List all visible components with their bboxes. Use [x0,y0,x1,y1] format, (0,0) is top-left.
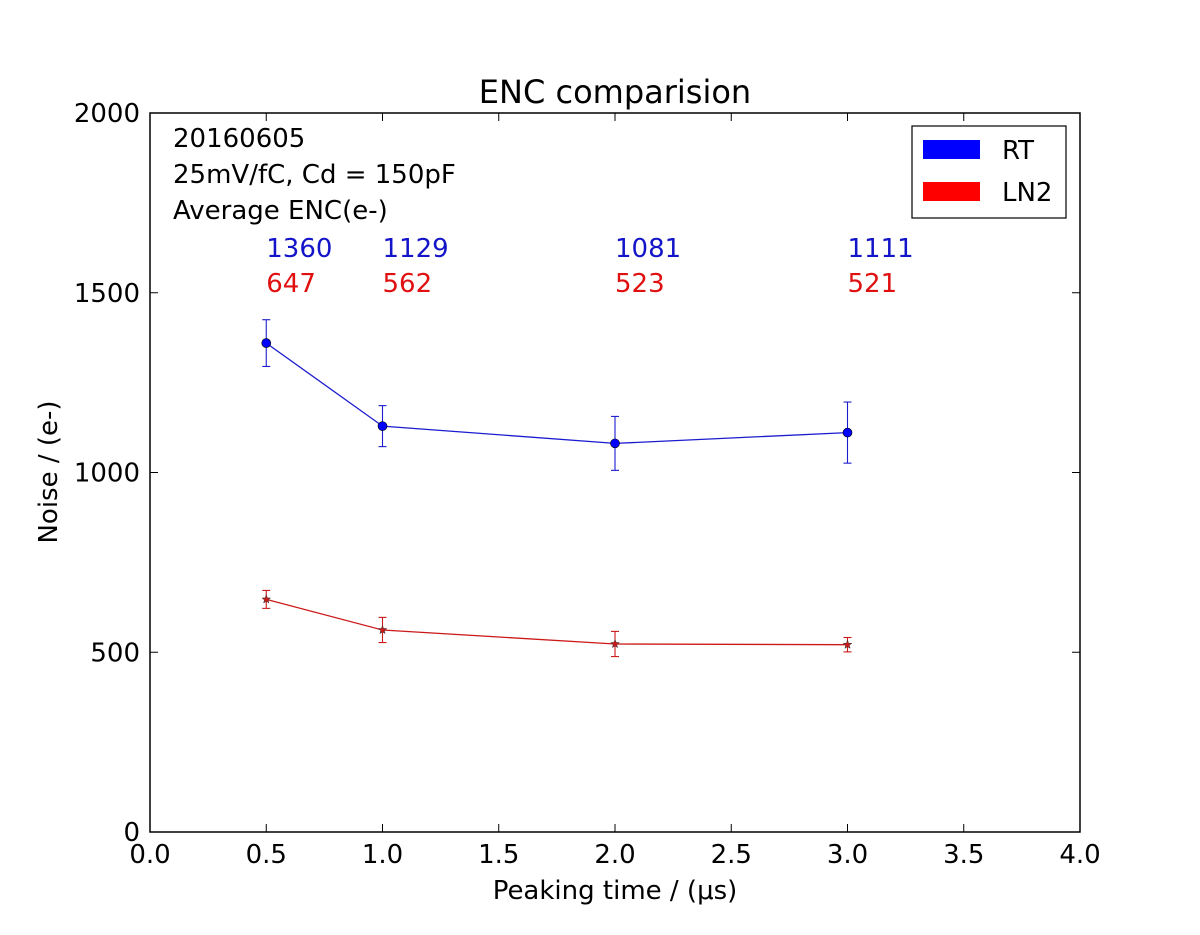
data-point-rt [377,421,388,431]
legend-swatch-rt [923,140,980,159]
chart-title: ENC comparision [479,73,751,111]
series-line-ln2 [266,598,848,646]
data-point-ln2 [377,624,388,635]
series-line-rt [265,342,848,445]
x-tick-label: 3.5 [943,840,984,870]
series-layer [261,319,853,658]
value-label-rt: 1081 [615,234,681,264]
x-tick-label: 0.0 [129,840,170,870]
x-tick-label: 1.5 [478,840,519,870]
value-labels: 1360 1129 1081 1111 647 562 523 521 [266,234,913,299]
y-axis-label: Noise / (e-) [34,400,64,543]
x-axis-label: Peaking time / (μs) [493,876,738,906]
value-label-ln2: 523 [615,269,665,299]
data-point-ln2 [842,639,853,649]
legend-label-ln2: LN2 [1002,178,1052,208]
y-tick-label: 0 [123,818,140,848]
y-tick-label: 2000 [74,99,140,129]
y-tick-label: 1000 [74,459,140,489]
legend: RT LN2 [911,125,1067,219]
x-tick-label: 2.5 [711,840,752,870]
x-tick-label: 0.5 [246,840,287,870]
value-label-ln2: 521 [848,269,898,299]
x-tick-label: 3.0 [827,840,868,870]
y-tick-label: 500 [90,638,140,668]
value-label-rt: 1360 [266,234,332,264]
y-tick-label: 1500 [74,279,140,309]
legend-swatch-ln2 [923,182,980,201]
info-annotations: 20160605 25mV/fC, Cd = 150pF Average ENC… [173,124,456,226]
annotation-average-enc: Average ENC(e-) [173,196,388,226]
plot-frame [149,112,1081,833]
legend-label-rt: RT [1002,136,1034,166]
value-label-ln2: 647 [266,269,316,299]
annotation-gain-cd: 25mV/fC, Cd = 150pF [173,160,456,190]
x-tick-label: 2.0 [594,840,635,870]
data-point-ln2 [610,638,620,649]
annotation-date: 20160605 [173,124,305,154]
data-point-rt [610,438,620,449]
value-label-rt: 1111 [848,234,914,264]
x-tick-label: 1.0 [362,840,403,870]
value-label-rt: 1129 [383,234,449,264]
axis-ticks: 0.0 0.5 1.0 1.5 2.0 2.5 3.0 3.5 4.0 0 500 1000 1500 2… [74,99,1101,870]
data-point-ln2 [261,594,272,604]
data-point-rt [261,338,272,348]
data-point-rt [842,427,853,438]
x-tick-label: 4.0 [1059,840,1100,870]
value-label-ln2: 562 [383,269,433,299]
